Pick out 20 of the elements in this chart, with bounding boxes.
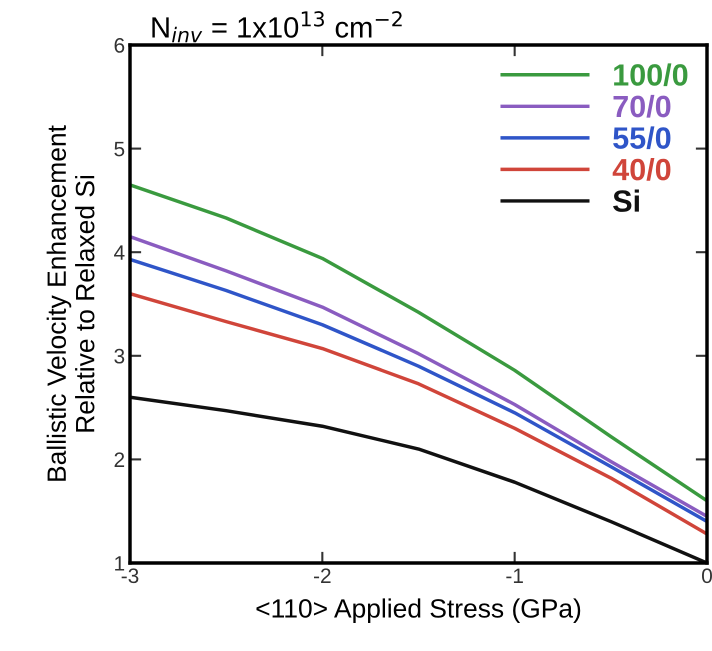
y-tick-label: 5 <box>114 142 124 156</box>
x-tick-label: -2 <box>314 568 331 583</box>
legend-label: 70/0 <box>614 94 670 118</box>
legend-label: Si <box>613 189 639 212</box>
line-series <box>130 292 707 536</box>
y-tick-label: 3 <box>114 348 124 364</box>
legend-label: 40/0 <box>612 158 670 181</box>
x-tick-label: -3 <box>122 568 138 584</box>
x-axis-title: <110> Applied Stress (GPa) <box>256 598 580 623</box>
chart-title: N$_{inv}$ = 1x10$^{13}$ cm$^{−2}$ <box>152 11 402 42</box>
line-series <box>130 183 707 503</box>
y-tick-label: 4 <box>114 245 125 260</box>
legend-label: 100/0 <box>614 63 688 86</box>
y-tick-label: 2 <box>114 452 124 467</box>
y-tick-label: 6 <box>114 38 124 53</box>
legend-label: 55/0 <box>613 126 670 150</box>
x-tick-label: -1 <box>506 568 523 583</box>
y-axis-title: Ballistic Velocity Enhancement Relative to Relaxed Si <box>46 125 94 481</box>
y-tick-label: 1 <box>115 556 124 571</box>
x-tick-label: 0 <box>702 568 712 584</box>
